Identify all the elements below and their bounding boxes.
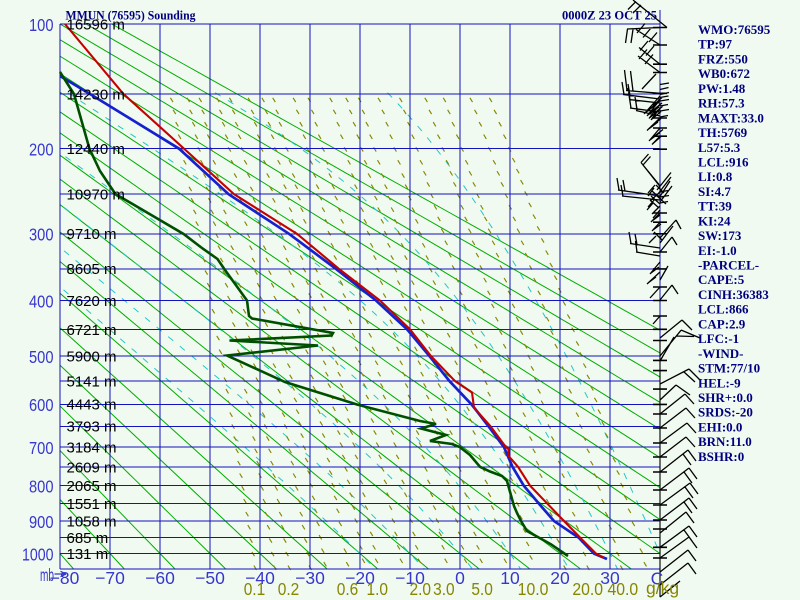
svg-text:mb: mb [40, 565, 54, 585]
svg-text:LCL:916: LCL:916 [698, 154, 749, 169]
svg-text:WMO:76595: WMO:76595 [698, 22, 771, 37]
svg-text:16596 m: 16596 m [67, 16, 125, 33]
svg-text:100: 100 [29, 15, 54, 35]
svg-text:0.1: 0.1 [244, 579, 266, 599]
svg-text:0000Z 23 OCT 25: 0000Z 23 OCT 25 [562, 8, 657, 23]
svg-text:6721 m: 6721 m [67, 322, 117, 339]
svg-text:CAPE:5: CAPE:5 [698, 272, 745, 287]
svg-text:14230 m: 14230 m [67, 86, 125, 103]
svg-text:300: 300 [29, 225, 54, 245]
svg-text:g/kg: g/kg [646, 578, 679, 598]
svg-text:-WIND-: -WIND- [698, 346, 744, 361]
svg-text:−40: −40 [245, 568, 275, 588]
svg-text:−30: −30 [295, 568, 325, 588]
svg-text:CAP:2.9: CAP:2.9 [698, 316, 746, 331]
svg-text:LFC:-1: LFC:-1 [698, 331, 739, 346]
svg-text:BRN:11.0: BRN:11.0 [698, 434, 752, 449]
svg-text:4443 m: 4443 m [67, 397, 117, 414]
svg-text:SHR+:0.0: SHR+:0.0 [698, 390, 753, 405]
svg-text:10.0: 10.0 [518, 579, 549, 599]
svg-text:9710 m: 9710 m [67, 226, 117, 243]
svg-text:0: 0 [455, 568, 465, 588]
svg-text:-PARCEL-: -PARCEL- [698, 258, 759, 273]
svg-text:2.0: 2.0 [409, 579, 431, 599]
svg-text:900: 900 [29, 512, 54, 532]
svg-text:−20: −20 [345, 568, 375, 588]
svg-text:MAXT:33.0: MAXT:33.0 [698, 110, 764, 125]
svg-text:KI:24: KI:24 [698, 213, 731, 228]
svg-text:−70: −70 [95, 568, 125, 588]
svg-text:131 m: 131 m [67, 546, 109, 563]
svg-text:8605 m: 8605 m [67, 261, 117, 278]
svg-text:−50: −50 [195, 568, 225, 588]
svg-text:SI:4.7: SI:4.7 [698, 184, 731, 199]
svg-text:5.0: 5.0 [471, 579, 493, 599]
svg-text:−60: −60 [145, 568, 175, 588]
svg-text:EI:-1.0: EI:-1.0 [698, 243, 737, 258]
svg-text:30: 30 [600, 568, 620, 588]
svg-text:685 m: 685 m [67, 530, 109, 547]
svg-text:600: 600 [29, 395, 54, 415]
svg-text:TT:39: TT:39 [698, 199, 732, 214]
svg-text:−10: −10 [395, 568, 425, 588]
svg-text:STM:77/10: STM:77/10 [698, 361, 760, 376]
svg-text:3184 m: 3184 m [67, 439, 117, 456]
svg-text:BSHR:0: BSHR:0 [698, 449, 744, 464]
svg-text:12440 m: 12440 m [67, 141, 125, 158]
svg-text:700: 700 [29, 438, 54, 458]
svg-text:3.0: 3.0 [433, 579, 455, 599]
svg-text:40.0: 40.0 [607, 579, 638, 599]
svg-text:0.6: 0.6 [337, 579, 359, 599]
svg-text:TP:97: TP:97 [698, 37, 732, 52]
svg-text:WB0:672: WB0:672 [698, 66, 750, 81]
svg-text:MMUN (76595) Sounding: MMUN (76595) Sounding [66, 8, 196, 23]
svg-text:5141 m: 5141 m [67, 373, 117, 390]
svg-text:TH:5769: TH:5769 [698, 125, 748, 140]
svg-text:SW:173: SW:173 [698, 228, 742, 243]
svg-text:400: 400 [29, 291, 54, 311]
svg-text:1058 m: 1058 m [67, 513, 117, 530]
svg-text:200: 200 [29, 139, 54, 159]
svg-text:FRZ:550: FRZ:550 [698, 51, 748, 66]
svg-text:LCL:866: LCL:866 [698, 302, 749, 317]
svg-text:C: C [651, 569, 664, 589]
svg-text:EHI:0.0: EHI:0.0 [698, 419, 742, 434]
svg-text:1551 m: 1551 m [67, 496, 117, 513]
svg-text:−80: −80 [50, 568, 80, 588]
svg-text:L57:5.3: L57:5.3 [698, 140, 741, 155]
svg-text:HEL:-9: HEL:-9 [698, 375, 741, 390]
svg-text:RH:57.3: RH:57.3 [698, 96, 745, 111]
svg-text:LI:0.8: LI:0.8 [698, 169, 733, 184]
svg-text:0.2: 0.2 [278, 579, 300, 599]
svg-text:CINH:36383: CINH:36383 [698, 287, 769, 302]
svg-text:PW:1.48: PW:1.48 [698, 81, 746, 96]
svg-text:SRDS:-20: SRDS:-20 [698, 405, 753, 420]
svg-text:10970 m: 10970 m [67, 187, 125, 204]
svg-text:7620 m: 7620 m [67, 293, 117, 310]
svg-text:20: 20 [550, 568, 570, 588]
svg-text:1.0: 1.0 [367, 579, 389, 599]
svg-text:1000: 1000 [22, 544, 54, 564]
svg-text:10: 10 [500, 568, 520, 588]
svg-text:20.0: 20.0 [572, 579, 603, 599]
svg-text:2609 m: 2609 m [67, 459, 117, 476]
svg-text:2065 m: 2065 m [67, 478, 117, 495]
svg-text:3793 m: 3793 m [67, 419, 117, 436]
svg-text:800: 800 [29, 476, 54, 496]
svg-text:5900 m: 5900 m [67, 349, 117, 366]
svg-text:500: 500 [29, 347, 54, 367]
